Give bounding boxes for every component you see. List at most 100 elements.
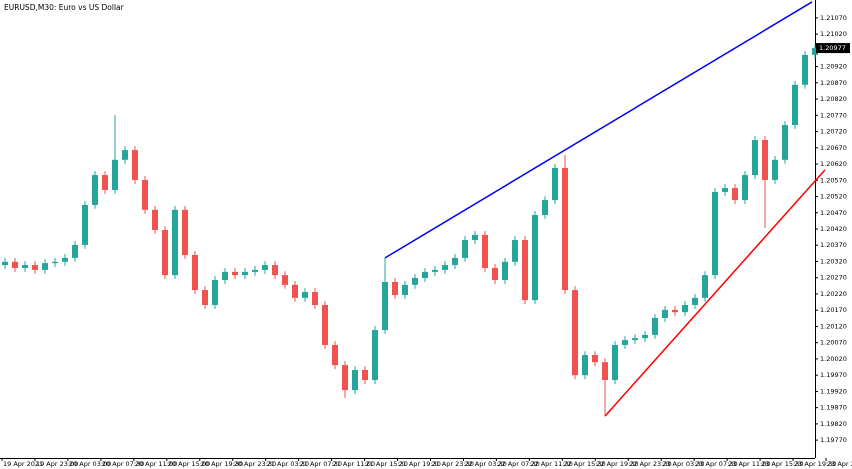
y-tick-label: 1.21020	[820, 30, 847, 38]
candle-body	[132, 150, 138, 180]
candle-body	[332, 344, 338, 366]
x-tick-label: 22 Apr 11:30	[530, 460, 572, 468]
current-price-box	[816, 43, 850, 54]
candle-body	[2, 261, 8, 266]
candle-body	[82, 204, 88, 245]
x-tick-label: 19 Apr 23:00	[36, 460, 78, 468]
candle-body	[762, 139, 768, 180]
x-tick-label: 23 Apr 03:30	[662, 460, 704, 468]
candle-body	[542, 200, 548, 216]
candle-body	[342, 365, 348, 391]
y-tick-label: 1.20870	[820, 79, 847, 87]
y-tick-label: 1.20820	[820, 95, 847, 103]
candle-body	[172, 209, 178, 276]
candle-body	[652, 318, 658, 335]
candle-body	[802, 54, 808, 85]
candle-body	[22, 265, 28, 268]
y-tick-label: 1.19770	[820, 436, 847, 444]
candle-body	[232, 271, 238, 276]
candle-body	[602, 362, 608, 381]
candle-body	[552, 167, 558, 201]
candle-body	[392, 281, 398, 295]
candle-body	[272, 265, 278, 276]
candle-body	[472, 234, 478, 241]
candle-body	[62, 257, 68, 262]
y-tick-label: 1.20720	[820, 128, 847, 136]
chart-title: EURUSD,M30: Euro vs US Dollar	[4, 3, 125, 12]
candle-body	[772, 159, 778, 180]
candle-body	[662, 309, 668, 319]
x-tick-label: 20 Apr 19:30	[201, 460, 243, 468]
candle-body	[562, 167, 568, 291]
candle-body	[482, 234, 488, 268]
y-tick-label: 1.20570	[820, 176, 847, 184]
candle-body	[432, 269, 438, 272]
x-tick-label: 23 Apr 23:30	[827, 460, 852, 468]
candle-body	[352, 369, 358, 391]
y-tick-label: 1.19920	[820, 387, 847, 395]
candle-body	[372, 330, 378, 381]
x-tick-label: 20 Apr 11:00	[135, 460, 177, 468]
x-tick-label: 21 Apr 11:00	[333, 460, 375, 468]
y-tick-label: 1.20320	[820, 257, 847, 265]
x-tick-label: 23 Apr 11:00	[728, 460, 770, 468]
candle-body	[742, 175, 748, 201]
x-tick-label: 22 Apr 19:30	[596, 460, 638, 468]
candle-body	[382, 281, 388, 331]
candle-body	[182, 209, 188, 255]
candle-body	[322, 305, 328, 345]
x-tick-label: 23 Apr 15:30	[761, 460, 803, 468]
candle-body	[712, 191, 718, 276]
candle-body	[32, 265, 38, 270]
candle-body	[362, 369, 368, 381]
y-tick-label: 1.20020	[820, 355, 847, 363]
candle-body	[612, 344, 618, 381]
candle-body	[242, 271, 248, 276]
candle-body	[422, 271, 428, 279]
candle-body	[252, 269, 258, 272]
candle-body	[262, 265, 268, 270]
candle-body	[142, 179, 148, 210]
candle-body	[682, 305, 688, 313]
candle-body	[692, 297, 698, 306]
candle-body	[512, 240, 518, 262]
candle-body	[732, 188, 738, 201]
candle-body	[632, 338, 638, 341]
y-tick-label: 1.20370	[820, 241, 847, 249]
x-tick-label: 22 Apr 15:30	[563, 460, 605, 468]
current-price-label: 1.20977	[819, 44, 846, 52]
y-tick-label: 1.20520	[820, 193, 847, 201]
x-tick-label: 21 Apr 03:30	[267, 460, 309, 468]
candle-body	[202, 290, 208, 306]
y-tick-label: 1.19970	[820, 371, 847, 379]
x-tick-label: 20 Apr 23:30	[234, 460, 276, 468]
candle-body	[152, 209, 158, 230]
candle-body	[282, 275, 288, 285]
y-tick-label: 1.20170	[820, 306, 847, 314]
candle-body	[102, 175, 108, 191]
trendline	[604, 169, 826, 417]
y-tick-label: 1.21070	[820, 14, 847, 22]
candle-body	[572, 290, 578, 376]
y-tick-label: 1.20270	[820, 274, 847, 282]
y-tick-label: 1.19870	[820, 404, 847, 412]
y-tick-label: 1.20220	[820, 290, 847, 298]
y-tick-label: 1.20670	[820, 144, 847, 152]
candle-body	[12, 261, 18, 268]
candle-body	[492, 267, 498, 280]
x-tick-label: 22 Apr 23:30	[629, 460, 671, 468]
candle-body	[302, 292, 308, 298]
candle-body	[292, 284, 298, 298]
y-tick-label: 1.20470	[820, 209, 847, 217]
y-tick-label: 1.20070	[820, 339, 847, 347]
y-tick-label: 1.20920	[820, 63, 847, 71]
y-tick-label: 1.20120	[820, 322, 847, 330]
x-tick-label: 22 Apr 03:30	[464, 460, 506, 468]
candle-body	[42, 263, 48, 270]
candle-body	[792, 84, 798, 126]
candle-body	[502, 261, 508, 280]
candle-body	[402, 284, 408, 295]
y-tick-label: 1.20770	[820, 111, 847, 119]
y-tick-label: 1.20620	[820, 160, 847, 168]
